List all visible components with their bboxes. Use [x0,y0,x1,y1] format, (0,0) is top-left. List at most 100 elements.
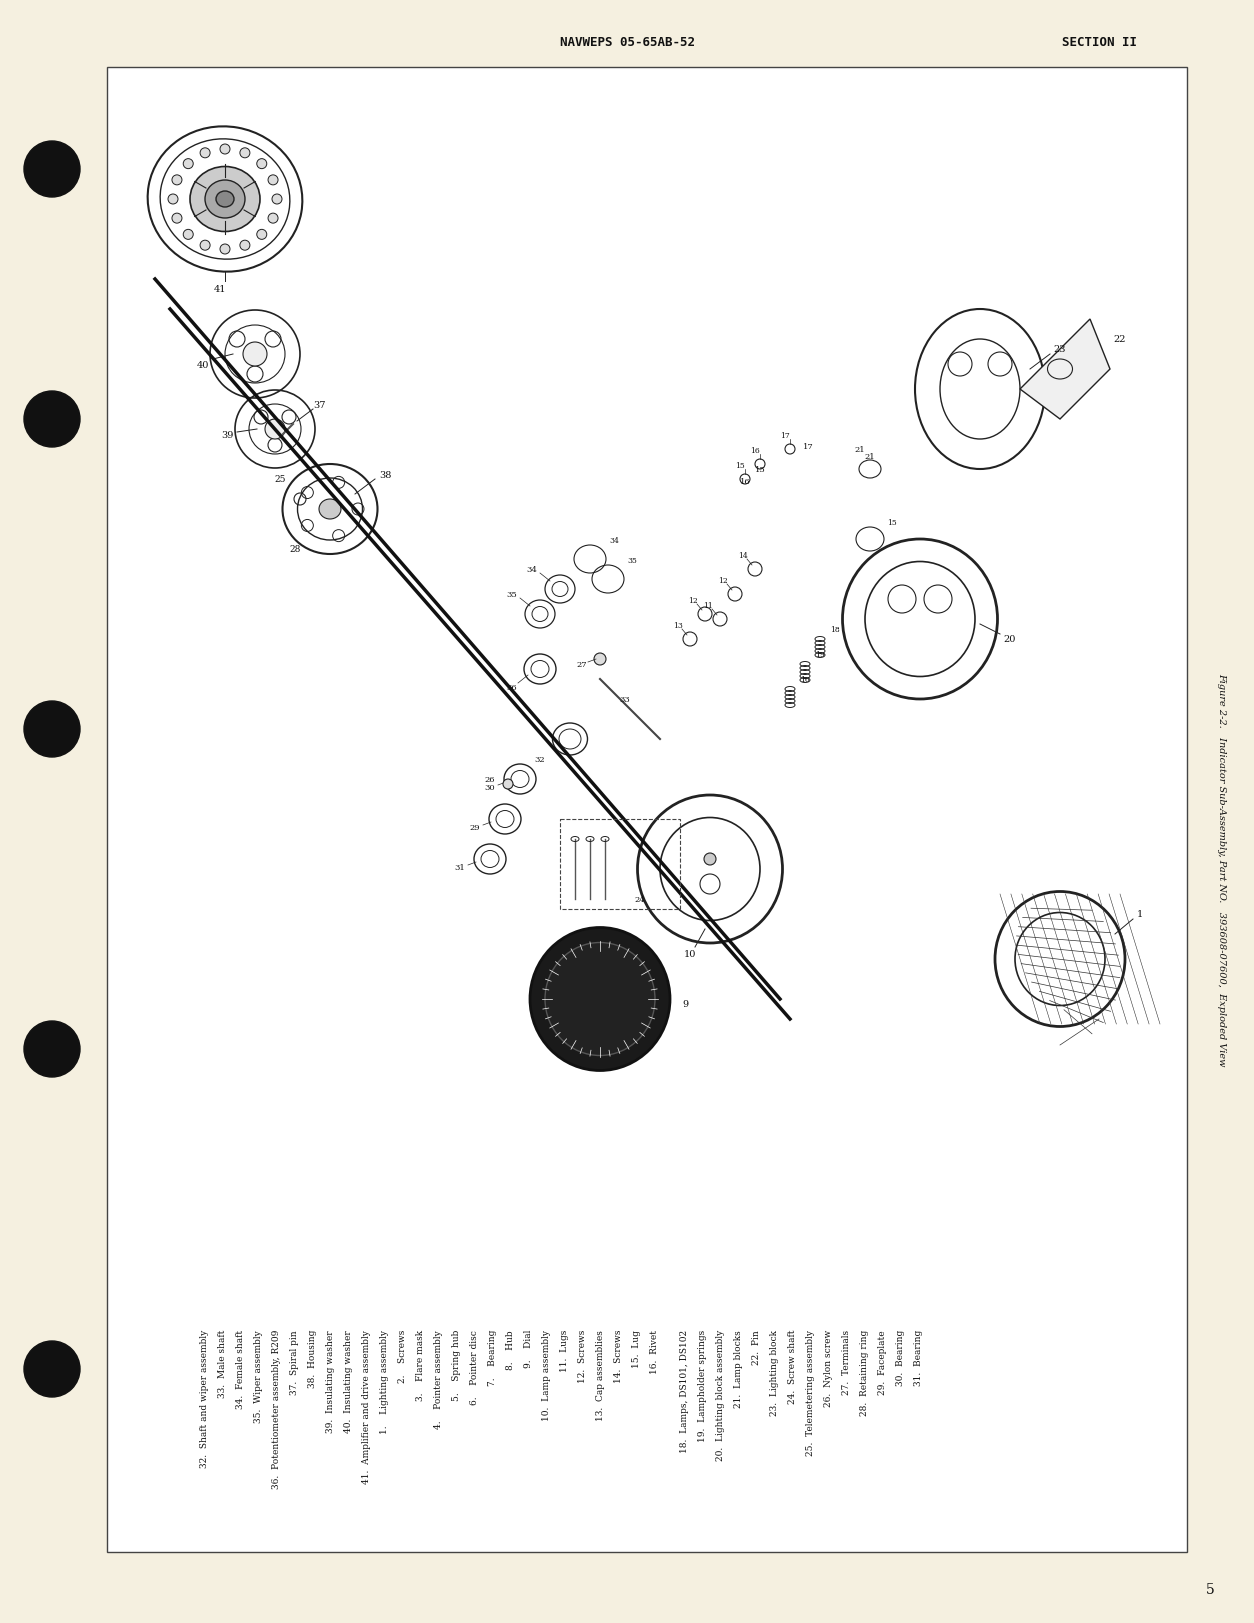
Text: 32.  Shaft and wiper assembly: 32. Shaft and wiper assembly [199,1329,209,1467]
Text: 21.  Lamp blocks: 21. Lamp blocks [734,1329,744,1407]
Text: 35: 35 [507,591,518,599]
Text: 14.  Screws: 14. Screws [614,1329,623,1383]
Circle shape [183,230,193,240]
Circle shape [265,420,285,440]
Text: 29: 29 [470,823,480,831]
Text: 28.  Retaining ring: 28. Retaining ring [860,1329,869,1415]
Circle shape [240,149,250,159]
Text: 16: 16 [750,446,760,454]
Text: 33.  Male shaft: 33. Male shaft [218,1329,227,1397]
Text: 21: 21 [855,446,865,454]
Circle shape [240,242,250,252]
Ellipse shape [530,928,670,1071]
Text: 10: 10 [683,949,696,959]
Text: 24: 24 [635,896,646,904]
Text: 4.    Pointer assembly: 4. Pointer assembly [434,1329,443,1428]
Text: 22: 22 [1114,336,1126,344]
Text: 13: 13 [673,622,683,630]
Text: 9.    Dial: 9. Dial [524,1329,533,1368]
Text: 30.  Bearing: 30. Bearing [897,1329,905,1386]
Text: 6.    Pointer disc: 6. Pointer disc [470,1329,479,1404]
Text: 37.  Spiral pin: 37. Spiral pin [290,1329,298,1394]
Text: 16: 16 [800,675,810,683]
Ellipse shape [191,167,260,232]
Text: 30: 30 [485,784,495,792]
Text: 15: 15 [735,461,745,469]
Text: 29.  Faceplate: 29. Faceplate [878,1329,887,1394]
Circle shape [594,654,606,665]
Circle shape [201,242,211,252]
Text: 34: 34 [527,566,538,573]
Text: 5.    Spring hub: 5. Spring hub [451,1329,461,1401]
Text: 33: 33 [619,696,631,703]
Text: 17: 17 [803,443,814,451]
Text: 26.  Nylon screw: 26. Nylon screw [824,1329,833,1407]
Text: 2.    Screws: 2. Screws [398,1329,408,1383]
Text: 26: 26 [485,776,495,784]
Text: 40: 40 [197,360,209,370]
Text: 27.  Terminals: 27. Terminals [841,1329,851,1394]
Text: SECTION II: SECTION II [1062,36,1137,49]
Text: 13.  Cap assemblies: 13. Cap assemblies [596,1329,604,1420]
Text: 11: 11 [703,602,712,610]
Circle shape [201,149,211,159]
Text: 16.  Rivet: 16. Rivet [650,1329,660,1373]
Text: 31.  Bearing: 31. Bearing [914,1329,923,1386]
Ellipse shape [216,192,234,208]
Text: 12: 12 [688,597,698,605]
Text: 20.  Lighting block assembly: 20. Lighting block assembly [716,1329,725,1461]
Text: 12: 12 [719,576,727,584]
Text: 36: 36 [507,683,518,691]
Text: 31: 31 [455,863,465,872]
Text: 17: 17 [780,432,790,440]
Text: 23.  Lighting block: 23. Lighting block [770,1329,779,1415]
Text: 41: 41 [213,286,226,294]
Bar [107,68,1188,1552]
Text: 14: 14 [739,552,747,560]
Text: Figure 2-2.   Indicator Sub-Assembly, Part NO.   393608-07600,  Exploded View: Figure 2-2. Indicator Sub-Assembly, Part… [1218,674,1226,1066]
Circle shape [219,245,229,255]
Circle shape [183,159,193,169]
Circle shape [24,1341,80,1397]
Circle shape [219,144,229,154]
Text: 15: 15 [887,519,897,527]
Text: 37: 37 [314,401,326,409]
Ellipse shape [319,500,341,519]
Circle shape [172,214,182,224]
Text: 7.    Bearing: 7. Bearing [488,1329,497,1386]
Text: 25.  Telemetering assembly: 25. Telemetering assembly [806,1329,815,1456]
Circle shape [172,175,182,185]
Text: 25: 25 [275,476,286,484]
Text: 3.    Flare mask: 3. Flare mask [416,1329,425,1401]
Text: 34: 34 [609,537,619,545]
Text: 40.  Insulating washer: 40. Insulating washer [344,1329,352,1431]
Text: 36.  Potentiometer assembly, R209: 36. Potentiometer assembly, R209 [272,1329,281,1488]
Text: 38.  Housing: 38. Housing [308,1329,317,1388]
Circle shape [257,230,267,240]
Text: 10.  Lamp assembly: 10. Lamp assembly [542,1329,551,1420]
Text: 22.  Pin: 22. Pin [752,1329,761,1363]
Text: 20: 20 [1003,635,1016,644]
Ellipse shape [204,180,245,219]
Circle shape [703,854,716,865]
Text: 18: 18 [830,625,840,633]
Text: 28: 28 [290,545,301,553]
Text: 5: 5 [1205,1582,1214,1595]
Text: 19.  Lampholder springs: 19. Lampholder springs [698,1329,707,1441]
Circle shape [24,1021,80,1078]
Text: 23: 23 [1053,346,1066,354]
Circle shape [24,141,80,198]
Text: 41.  Amplifier and drive assembly: 41. Amplifier and drive assembly [362,1329,371,1483]
Text: 15: 15 [755,466,765,474]
Text: 27: 27 [577,661,587,669]
Circle shape [243,342,267,367]
Text: 16: 16 [740,477,750,485]
Text: 8.    Hub: 8. Hub [507,1329,515,1368]
Text: 11.  Lugs: 11. Lugs [561,1329,569,1371]
Text: 19: 19 [815,651,825,659]
Bar [561,820,680,909]
Circle shape [24,391,80,448]
Circle shape [272,195,282,204]
Polygon shape [1020,320,1110,420]
Circle shape [268,175,278,185]
